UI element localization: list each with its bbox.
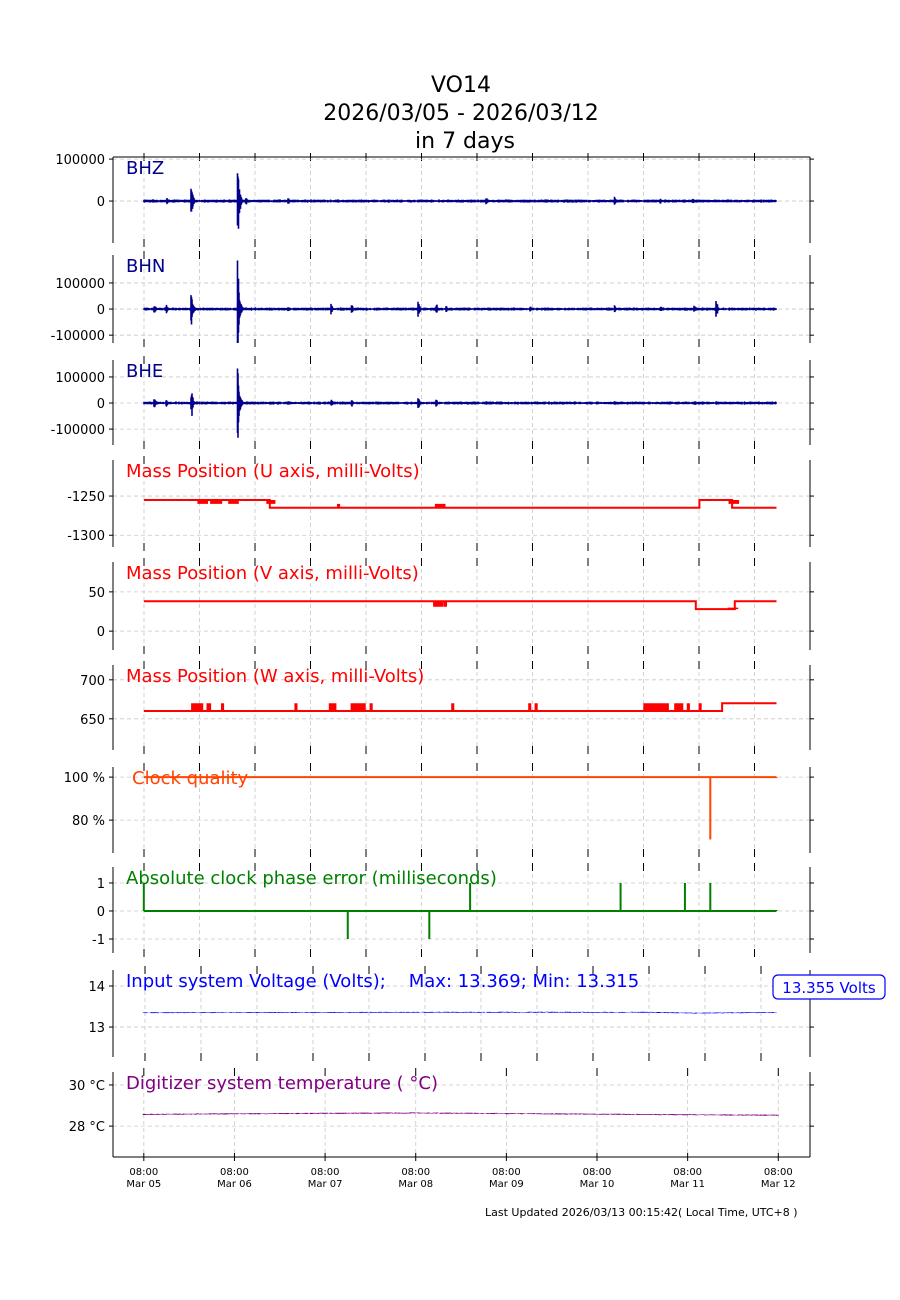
bhz-trace: [143, 173, 777, 229]
panel-bhz: 100000 0 BHZ: [55, 153, 814, 247]
bhn-trace: [143, 260, 777, 343]
panel-temp: 30 °C 28 °C Digitizer system temperature (…: [69, 1068, 814, 1161]
panel-label-bhz: BHZ: [126, 158, 164, 179]
y-tick-label: 14: [88, 980, 105, 995]
x-tick-label-date: Mar 07: [308, 1179, 343, 1190]
y-tick-label: 1: [97, 877, 105, 892]
y-tick-label: -1250: [67, 490, 105, 505]
massw-glitch: [698, 703, 702, 712]
massw-glitch: [534, 703, 538, 712]
y-tick-label: 28 °C: [69, 1120, 105, 1135]
x-tick-label-time: 08:00: [492, 1167, 521, 1178]
y-tick-label: 0: [97, 397, 105, 412]
x-tick-label-time: 08:00: [220, 1167, 249, 1178]
y-tick-label: 13: [88, 1021, 105, 1036]
massw-glitch: [674, 703, 684, 712]
x-tick-label-time: 08:00: [129, 1167, 158, 1178]
panels: 100000 0 BHZ 100000 0 -100000 BHN 100000 0 -10000…: [51, 153, 886, 1190]
y-tick-label: 0: [97, 303, 105, 318]
y-tick-label: 0: [97, 625, 105, 640]
x-tick-label-time: 08:00: [673, 1167, 702, 1178]
x-tick-label-time: 08:00: [764, 1167, 793, 1178]
panel-clock: 100 % 80 % Clock quality: [64, 763, 814, 857]
y-tick-label: 0: [97, 195, 105, 210]
massu-glitch: [197, 499, 208, 504]
y-tick-label: -100000: [51, 423, 105, 438]
massv-trace: [143, 600, 777, 611]
y-tick-label: 0: [97, 905, 105, 920]
massu-glitch: [728, 499, 740, 504]
massw-glitch: [369, 703, 373, 712]
x-tick-label-date: Mar 10: [580, 1179, 615, 1190]
y-tick-label: -1: [92, 933, 105, 948]
panel-label-temp: Digitizer system temperature ( °C): [126, 1073, 438, 1094]
massu-glitch: [434, 503, 446, 508]
last-updated: Last Updated 2026/03/13 00:15:42( Local …: [485, 1206, 798, 1219]
panel-label-bhe: BHE: [126, 361, 163, 382]
massw-glitch: [206, 703, 212, 712]
massv-glitch: [443, 601, 447, 607]
voltage-annotation-box: [772, 974, 886, 1000]
panel-label-massv: Mass Position (V axis, milli-Volts): [126, 563, 419, 584]
y-tick-label: -1300: [67, 529, 105, 544]
panel-label-massw: Mass Position (W axis, milli-Volts): [126, 666, 424, 687]
massv-glitch: [727, 607, 739, 610]
panel-label-massu: Mass Position (U axis, milli-Volts): [126, 461, 420, 482]
massw-glitch: [451, 703, 455, 712]
massw-glitch: [686, 703, 690, 712]
massw-glitch: [191, 703, 204, 712]
panel-label-voltage: Input system Voltage (Volts); Max: 13.36…: [126, 971, 639, 992]
massw-glitch: [350, 703, 366, 712]
figure-title-span: in 7 days: [415, 129, 515, 154]
x-tick-label-time: 08:00: [583, 1167, 612, 1178]
massu-glitch: [228, 499, 239, 504]
x-tick-label-time: 08:00: [401, 1167, 430, 1178]
y-tick-label: 100 %: [64, 771, 105, 786]
y-tick-label: 100000: [55, 153, 105, 168]
y-tick-label: 100000: [55, 277, 105, 292]
figure-title-station: VO14: [431, 73, 491, 98]
panel-phase: 1 0 -1 Absolute clock phase error (millisec…: [92, 863, 814, 957]
y-tick-label: 700: [80, 674, 105, 689]
y-tick-label: 650: [80, 713, 105, 728]
x-tick-label-date: Mar 12: [761, 1179, 796, 1190]
panel-massv: 50 0 Mass Position (V axis, milli-Volts): [88, 558, 814, 654]
x-tick-label-date: Mar 06: [217, 1179, 252, 1190]
x-tick-label-date: Mar 09: [489, 1179, 524, 1190]
massw-glitch: [294, 703, 298, 712]
voltage-annotation: 13.355 Volts: [782, 979, 876, 997]
x-tick-label-date: Mar 05: [126, 1179, 161, 1190]
panel-label-phase: Absolute clock phase error (milliseconds…: [126, 868, 497, 889]
panel-massw: 700 650 Mass Position (W axis, milli-Volts…: [80, 661, 814, 754]
massw-glitch: [221, 703, 225, 712]
y-tick-label: 80 %: [72, 814, 105, 829]
panel-label-clock: Clock quality: [132, 768, 249, 789]
panel-bhn: 100000 0 -100000 BHN: [51, 251, 814, 347]
panel-bhe: 100000 0 -100000 BHE: [51, 356, 814, 449]
massw-glitch: [328, 703, 337, 712]
y-tick-label: 50: [88, 586, 105, 601]
voltage-trace: [142, 1011, 777, 1014]
massw-glitch: [528, 703, 532, 712]
y-tick-label: 100000: [55, 371, 105, 386]
x-tick-label-date: Mar 11: [670, 1179, 705, 1190]
massw-glitch: [643, 703, 669, 712]
massu-glitch: [210, 499, 223, 504]
y-tick-label: 30 °C: [69, 1079, 105, 1094]
figure-title-range: 2026/03/05 - 2026/03/12: [323, 101, 599, 126]
y-tick-label: -100000: [51, 329, 105, 344]
temp-trace: [142, 1112, 779, 1116]
panel-voltage: 14 13 Input system Voltage (Volts); Max: 1…: [88, 966, 886, 1061]
panel-massu: -1250 -1300 Mass Position (U axis, milli-V…: [67, 456, 814, 551]
massu-glitch: [337, 503, 341, 508]
x-tick-label-time: 08:00: [311, 1167, 340, 1178]
massv-glitch: [433, 601, 444, 607]
bhe-trace: [143, 368, 777, 438]
x-tick-label-date: Mar 08: [398, 1179, 433, 1190]
massu-glitch: [266, 499, 276, 504]
panel-label-bhn: BHN: [126, 256, 165, 277]
